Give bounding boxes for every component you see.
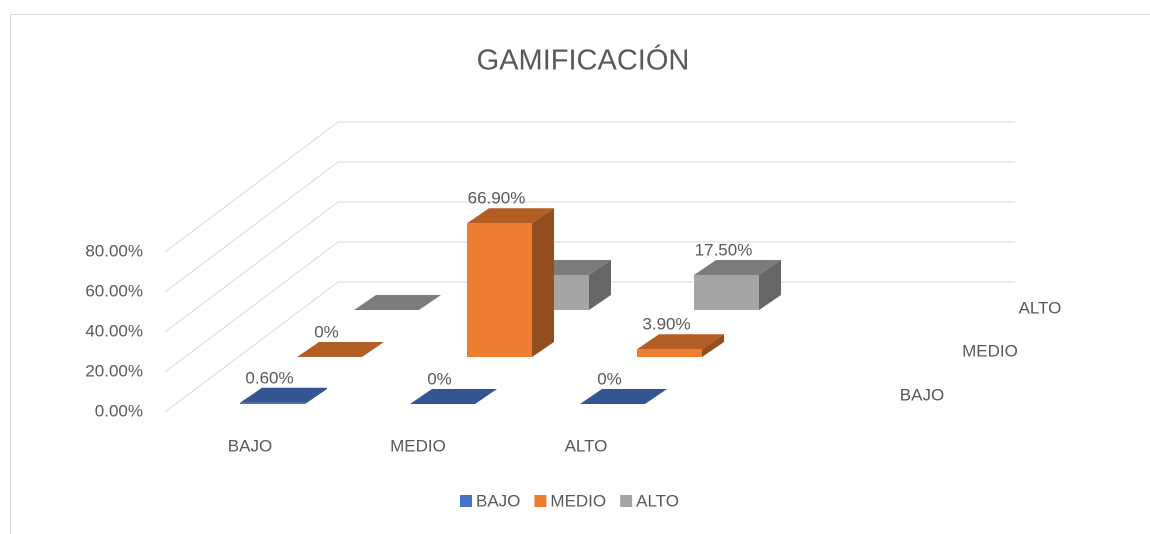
grid-line bbox=[164, 241, 1015, 373]
bar-top bbox=[240, 387, 327, 403]
data-label: 17.50% bbox=[695, 240, 753, 259]
bar-side bbox=[305, 387, 327, 404]
y-tick-label: 80.00% bbox=[85, 241, 143, 260]
legend-label: MEDIO bbox=[550, 491, 606, 510]
legend-swatch bbox=[620, 495, 633, 507]
x-tick-label: ALTO bbox=[565, 436, 608, 455]
bar bbox=[694, 260, 781, 310]
bar-side bbox=[702, 334, 724, 357]
y-tick-label: 60.00% bbox=[85, 281, 143, 300]
y-tick-label: 40.00% bbox=[85, 321, 143, 340]
y-tick-label: 0.00% bbox=[95, 401, 143, 420]
y-tick-label: 20.00% bbox=[85, 361, 143, 380]
bar-top bbox=[580, 389, 667, 404]
data-label: 0% bbox=[427, 369, 452, 388]
grid-line bbox=[164, 121, 1015, 253]
bar-top bbox=[467, 208, 554, 224]
bar-side bbox=[759, 260, 781, 310]
depth-axis-label: ALTO bbox=[1019, 298, 1062, 317]
bar-side bbox=[532, 208, 554, 357]
bar-front bbox=[240, 402, 305, 404]
bar bbox=[580, 389, 667, 404]
x-tick-label: BAJO bbox=[228, 436, 272, 455]
data-label: 0% bbox=[314, 322, 339, 341]
depth-axis-label: MEDIO bbox=[962, 341, 1018, 360]
data-label: 3.90% bbox=[642, 315, 690, 334]
legend-swatch bbox=[534, 495, 547, 507]
legend-label: ALTO bbox=[636, 491, 679, 510]
bar bbox=[354, 295, 441, 310]
bar-top bbox=[297, 342, 384, 357]
bar-top bbox=[637, 334, 724, 350]
x-tick-label: MEDIO bbox=[390, 436, 446, 455]
bar bbox=[467, 208, 554, 357]
data-label: 0.60% bbox=[245, 368, 293, 387]
bar-top bbox=[694, 260, 781, 275]
bar bbox=[637, 334, 724, 357]
grid-line bbox=[164, 281, 1015, 413]
bar bbox=[297, 342, 384, 357]
bar-top bbox=[354, 295, 441, 310]
data-label: 66.90% bbox=[468, 189, 526, 208]
bar-front bbox=[467, 223, 532, 357]
bar-side bbox=[589, 260, 611, 310]
bar-top bbox=[410, 389, 497, 404]
depth-axis-label: BAJO bbox=[900, 385, 944, 404]
bar-front bbox=[694, 275, 759, 310]
bar bbox=[240, 387, 327, 404]
chart-title: GAMIFICACIÓN bbox=[477, 44, 690, 77]
bar bbox=[410, 389, 497, 404]
data-label: 0% bbox=[597, 369, 622, 388]
legend-label: BAJO bbox=[476, 491, 520, 510]
bar-front bbox=[637, 349, 702, 357]
chart-border bbox=[10, 14, 1150, 534]
legend-swatch bbox=[460, 495, 472, 507]
grid-line bbox=[164, 201, 1015, 333]
grid-line bbox=[164, 161, 1015, 293]
